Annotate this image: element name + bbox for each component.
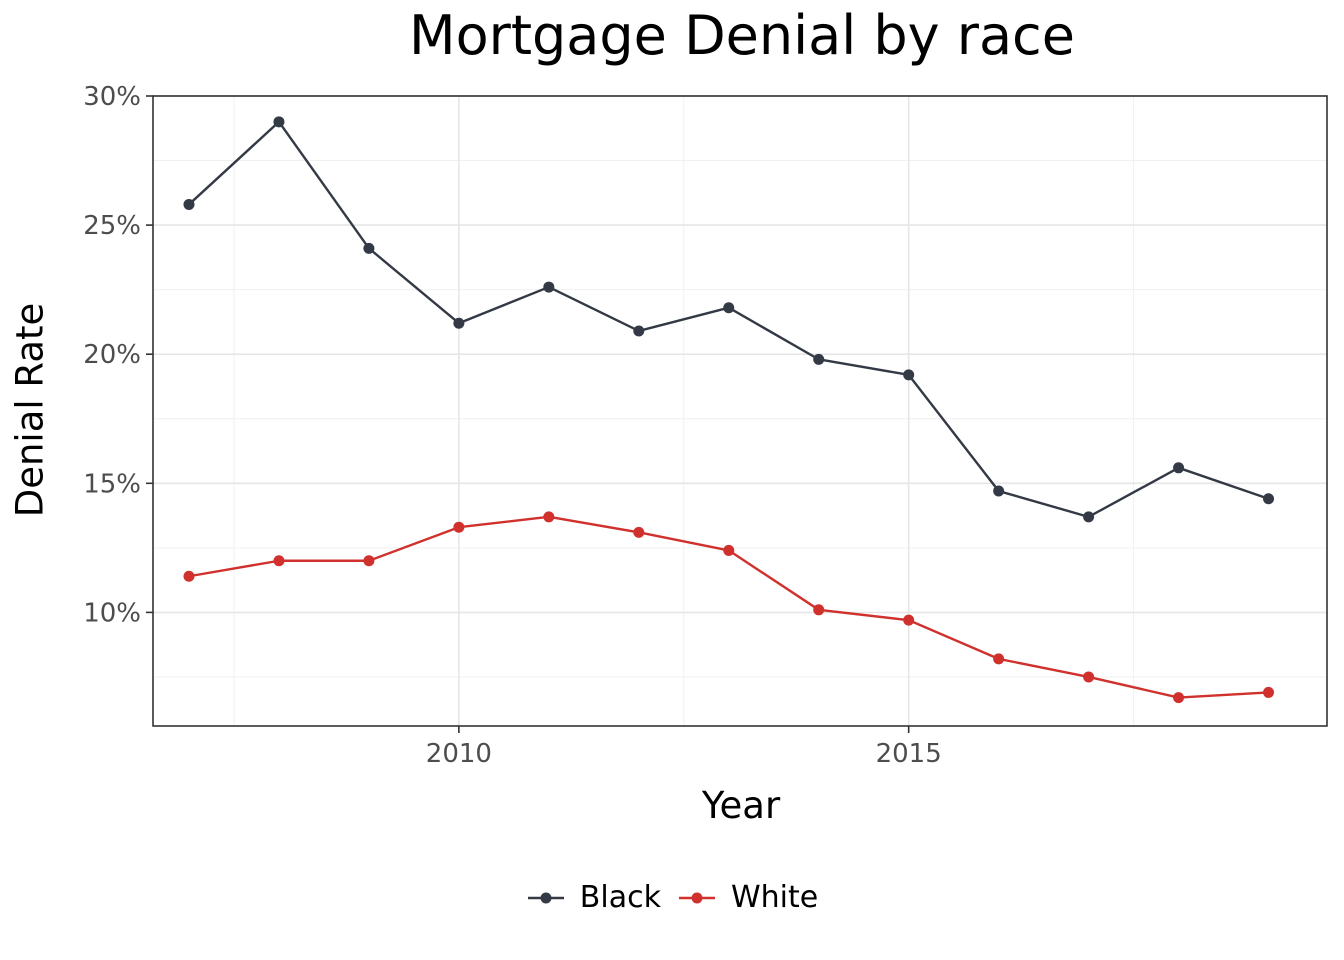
plot-background [153,96,1327,726]
data-point-white [1083,671,1095,683]
y-axis-title: Denial Rate [8,302,52,518]
legend-key-white [678,892,715,903]
y-tick-label: 25% [83,211,141,241]
x-axis: 2010 2015 [426,726,942,769]
data-point-white [183,570,195,582]
y-axis: 10% 15% 20% 25% 30% [83,82,153,628]
data-point-black [183,198,195,210]
data-point-black [633,325,645,337]
data-point-white [993,653,1005,665]
data-point-black [543,281,555,293]
data-point-black [993,485,1005,497]
minor-gridlines [153,96,1327,726]
data-point-white [633,526,645,538]
series-layer [183,116,1275,704]
data-point-black [1173,462,1185,474]
series-white [183,511,1275,704]
data-point-black [1083,511,1095,523]
chart-title: Mortgage Denial by race [409,4,1075,67]
legend-label-black: Black [579,880,661,915]
x-tick-label: 2010 [426,739,492,769]
y-tick-label: 15% [83,469,141,499]
data-point-black [363,242,375,254]
y-tick-label: 20% [83,340,141,370]
data-point-white [1263,686,1275,698]
legend-label-white: White [730,880,819,915]
x-tick-label: 2015 [876,739,942,769]
data-point-black [903,369,915,381]
x-axis-title: Year [701,784,781,827]
data-point-white [1173,692,1185,704]
data-point-white [273,555,285,567]
data-point-white [813,604,825,616]
data-point-white [723,544,735,556]
data-point-black [813,353,825,365]
data-point-white [903,614,915,626]
series-black [183,116,1275,523]
legend-item-white: White [677,880,818,915]
data-point-black [273,116,285,128]
data-point-black [1263,493,1275,505]
plot-border [152,95,1328,727]
data-point-white [453,521,465,533]
data-point-white [363,555,375,567]
legend-key-black [527,892,564,903]
data-point-black [723,302,735,314]
legend: Black White [0,880,1344,915]
data-point-black [453,317,465,329]
y-tick-label: 10% [83,598,141,628]
data-point-white [543,511,555,523]
y-tick-label: 30% [83,82,141,112]
legend-item-black: Black [526,880,661,915]
